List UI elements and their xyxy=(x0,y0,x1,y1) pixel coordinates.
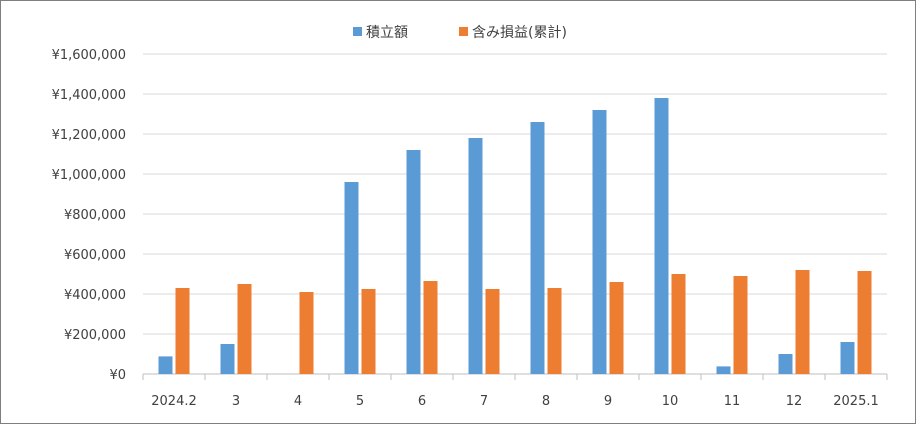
y-tick-label: ¥400,000 xyxy=(64,288,126,303)
x-tick-label: 5 xyxy=(356,394,364,409)
y-tick-label: ¥0 xyxy=(109,368,126,383)
y-axis: ¥0 ¥200,000 ¥400,000 ¥600,000 ¥800,000 ¥1,000… xyxy=(52,48,126,383)
bar-series-1 xyxy=(716,366,731,374)
bar-series-2 xyxy=(671,274,686,374)
x-tick-label: 9 xyxy=(604,394,612,409)
bar-series-1 xyxy=(468,138,483,374)
y-tick-label: ¥1,000,000 xyxy=(52,168,126,183)
x-tick-label: 11 xyxy=(724,394,741,409)
bar-series-2 xyxy=(299,292,314,374)
x-axis: 2024.2 3 4 5 6 7 8 9 10 11 12 2025.1 xyxy=(142,374,888,409)
bar-series-1 xyxy=(530,122,545,374)
bar-series-2 xyxy=(485,289,500,374)
bar-series-1 xyxy=(654,98,669,374)
y-tick-label: ¥600,000 xyxy=(64,248,126,263)
y-tick-label: ¥1,600,000 xyxy=(52,48,126,63)
bar-series-1 xyxy=(344,182,359,374)
y-tick-label: ¥1,400,000 xyxy=(52,88,126,103)
bar-series-2 xyxy=(175,288,190,374)
y-tick-label: ¥1,200,000 xyxy=(52,128,126,143)
bar-series-2 xyxy=(237,284,252,374)
x-tick-label: 7 xyxy=(480,394,488,409)
bar-series-1 xyxy=(220,344,235,374)
x-tick-label: 2025.1 xyxy=(833,394,879,409)
bar-series-1 xyxy=(158,356,173,374)
legend-swatch xyxy=(459,27,468,36)
bar-series-2 xyxy=(733,276,748,374)
x-tick-label: 10 xyxy=(662,394,679,409)
bar-series-2 xyxy=(547,288,562,374)
bar-series-1 xyxy=(406,150,421,374)
bar-series-1 xyxy=(778,354,793,374)
bar-series-2 xyxy=(795,270,810,374)
legend-label: 含み損益(累計) xyxy=(472,25,567,41)
bars xyxy=(158,98,872,374)
y-tick-label: ¥800,000 xyxy=(64,208,126,223)
bar-series-1 xyxy=(840,342,855,374)
x-tick-label: 8 xyxy=(542,394,550,409)
bar-series-2 xyxy=(361,289,376,374)
x-tick-label: 2024.2 xyxy=(151,394,197,409)
legend-label: 積立額 xyxy=(366,25,408,41)
legend-swatch xyxy=(353,27,362,36)
legend: 積立額 含み損益(累計) xyxy=(353,25,567,41)
bar-series-2 xyxy=(609,282,624,374)
bar-series-2 xyxy=(423,281,438,374)
bar-series-1 xyxy=(592,110,607,374)
x-tick-label: 6 xyxy=(418,394,426,409)
y-tick-label: ¥200,000 xyxy=(64,328,126,343)
x-tick-label: 4 xyxy=(294,394,302,409)
x-tick-label: 3 xyxy=(232,394,240,409)
bar-series-2 xyxy=(857,271,872,374)
gridlines xyxy=(143,53,887,375)
x-tick-label: 12 xyxy=(786,394,803,409)
